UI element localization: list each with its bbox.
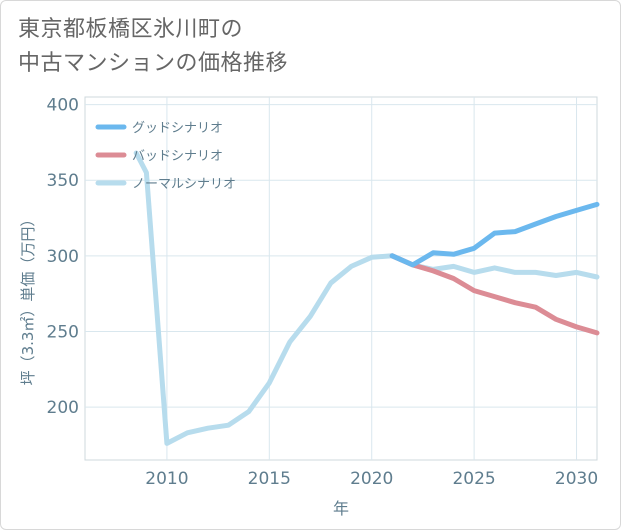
x-tick-label: 2020 bbox=[350, 469, 393, 489]
legend-label: バッドシナリオ bbox=[132, 149, 223, 164]
y-tick-label: 200 bbox=[47, 398, 79, 418]
series-line bbox=[133, 150, 600, 446]
series-line bbox=[389, 253, 600, 336]
x-axis-label: 年 bbox=[333, 499, 349, 518]
x-tick-label: 2010 bbox=[145, 469, 188, 489]
legend-label: グッドシナリオ bbox=[132, 121, 223, 136]
legend-label: ノーマルシナリオ bbox=[132, 177, 236, 192]
y-tick-label: 250 bbox=[47, 322, 79, 342]
y-axis-label: 坪（3.3㎡）単価（万円） bbox=[19, 212, 37, 386]
x-tick-label: 2015 bbox=[248, 469, 291, 489]
x-tick-label: 2025 bbox=[452, 469, 495, 489]
y-tick-label: 350 bbox=[47, 171, 79, 191]
y-tick-label: 300 bbox=[47, 247, 79, 267]
series-line bbox=[389, 201, 600, 268]
x-tick-label: 2030 bbox=[555, 469, 598, 489]
chart-title: 東京都板橋区氷川町の 中古マンションの価格推移 bbox=[18, 17, 289, 76]
y-tick-label: 400 bbox=[47, 96, 79, 116]
